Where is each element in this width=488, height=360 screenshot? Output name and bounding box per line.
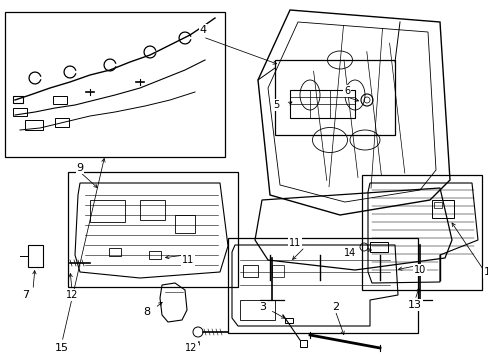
Bar — [28, 245, 43, 267]
Bar — [55, 118, 69, 127]
Text: 6: 6 — [343, 86, 349, 96]
Bar — [285, 318, 292, 323]
Text: 1: 1 — [483, 267, 488, 277]
Text: 7: 7 — [22, 290, 29, 300]
Text: 11: 11 — [182, 255, 194, 265]
Text: 10: 10 — [413, 265, 425, 275]
Bar — [5, 12, 224, 157]
Bar — [13, 108, 27, 116]
Bar — [240, 300, 274, 320]
Bar — [90, 200, 125, 222]
Bar — [68, 172, 238, 287]
Bar — [361, 175, 481, 290]
Bar — [299, 340, 306, 347]
Bar — [274, 60, 394, 135]
Bar — [109, 248, 121, 256]
Text: 14: 14 — [343, 248, 355, 258]
Text: 4: 4 — [199, 25, 206, 35]
Bar — [289, 90, 354, 118]
Text: 12: 12 — [66, 290, 78, 300]
Text: 12: 12 — [184, 343, 197, 353]
Text: 9: 9 — [76, 163, 83, 173]
Bar — [25, 120, 43, 130]
Text: 11: 11 — [288, 238, 301, 248]
Bar — [140, 200, 164, 220]
Bar — [175, 215, 195, 233]
Bar — [433, 202, 441, 208]
Text: 15: 15 — [55, 343, 69, 353]
Bar — [149, 251, 161, 259]
Text: 13: 13 — [407, 300, 421, 310]
Bar — [53, 96, 67, 104]
Bar — [243, 265, 258, 277]
Text: 3: 3 — [259, 302, 266, 312]
Text: 2: 2 — [332, 302, 339, 312]
Bar — [369, 242, 387, 252]
Bar — [227, 238, 417, 333]
Bar — [431, 200, 453, 218]
Bar — [271, 265, 284, 277]
Bar — [13, 96, 23, 103]
Text: 8: 8 — [143, 307, 150, 317]
Text: 5: 5 — [272, 100, 279, 110]
